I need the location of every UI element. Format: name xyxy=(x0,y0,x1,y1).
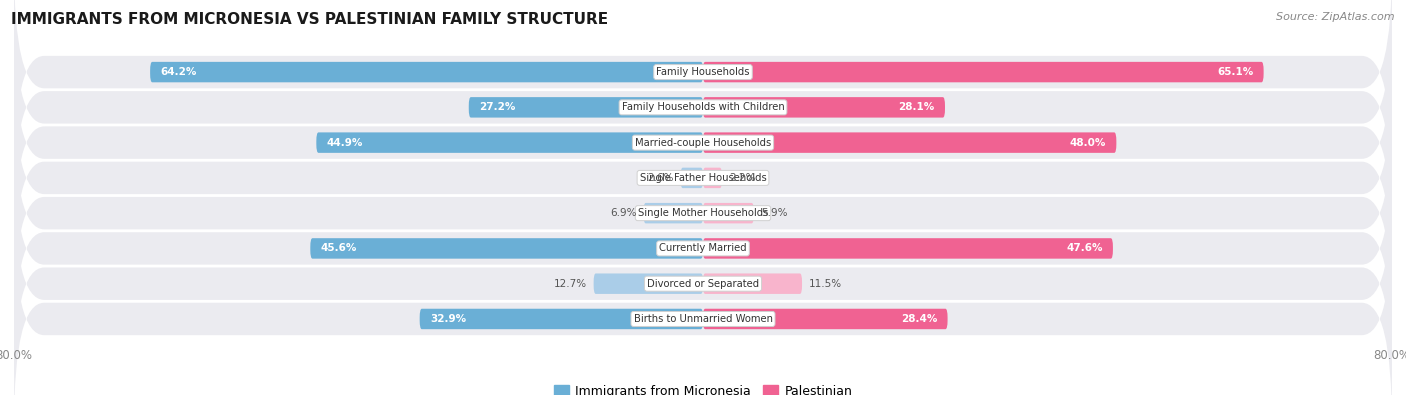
FancyBboxPatch shape xyxy=(703,273,801,294)
FancyBboxPatch shape xyxy=(14,0,1392,179)
FancyBboxPatch shape xyxy=(14,0,1392,214)
Text: 2.6%: 2.6% xyxy=(647,173,673,183)
FancyBboxPatch shape xyxy=(14,141,1392,356)
FancyBboxPatch shape xyxy=(150,62,703,82)
Text: 44.9%: 44.9% xyxy=(326,137,363,148)
Text: Divorced or Separated: Divorced or Separated xyxy=(647,279,759,289)
Text: 64.2%: 64.2% xyxy=(160,67,197,77)
Text: 27.2%: 27.2% xyxy=(479,102,516,112)
Legend: Immigrants from Micronesia, Palestinian: Immigrants from Micronesia, Palestinian xyxy=(548,380,858,395)
FancyBboxPatch shape xyxy=(14,106,1392,320)
FancyBboxPatch shape xyxy=(14,71,1392,285)
Text: 65.1%: 65.1% xyxy=(1218,67,1253,77)
FancyBboxPatch shape xyxy=(593,273,703,294)
Text: Currently Married: Currently Married xyxy=(659,243,747,254)
Text: 5.9%: 5.9% xyxy=(761,208,787,218)
FancyBboxPatch shape xyxy=(703,203,754,224)
Text: 2.2%: 2.2% xyxy=(728,173,755,183)
Text: Family Households: Family Households xyxy=(657,67,749,77)
FancyBboxPatch shape xyxy=(14,177,1392,391)
Text: Family Households with Children: Family Households with Children xyxy=(621,102,785,112)
FancyBboxPatch shape xyxy=(703,309,948,329)
Text: 6.9%: 6.9% xyxy=(610,208,637,218)
FancyBboxPatch shape xyxy=(703,132,1116,153)
Text: 12.7%: 12.7% xyxy=(554,279,586,289)
FancyBboxPatch shape xyxy=(14,212,1392,395)
Text: Married-couple Households: Married-couple Households xyxy=(636,137,770,148)
FancyBboxPatch shape xyxy=(703,238,1114,259)
Text: 32.9%: 32.9% xyxy=(430,314,467,324)
Text: 45.6%: 45.6% xyxy=(321,243,357,254)
FancyBboxPatch shape xyxy=(14,36,1392,250)
FancyBboxPatch shape xyxy=(316,132,703,153)
Text: 11.5%: 11.5% xyxy=(808,279,842,289)
Text: Single Mother Households: Single Mother Households xyxy=(638,208,768,218)
Text: Source: ZipAtlas.com: Source: ZipAtlas.com xyxy=(1277,12,1395,22)
Text: 47.6%: 47.6% xyxy=(1066,243,1102,254)
FancyBboxPatch shape xyxy=(311,238,703,259)
FancyBboxPatch shape xyxy=(468,97,703,118)
FancyBboxPatch shape xyxy=(703,167,721,188)
FancyBboxPatch shape xyxy=(681,167,703,188)
Text: Births to Unmarried Women: Births to Unmarried Women xyxy=(634,314,772,324)
Text: 28.1%: 28.1% xyxy=(898,102,935,112)
FancyBboxPatch shape xyxy=(644,203,703,224)
Text: IMMIGRANTS FROM MICRONESIA VS PALESTINIAN FAMILY STRUCTURE: IMMIGRANTS FROM MICRONESIA VS PALESTINIA… xyxy=(11,12,609,27)
FancyBboxPatch shape xyxy=(703,62,1264,82)
Text: Single Father Households: Single Father Households xyxy=(640,173,766,183)
Text: 48.0%: 48.0% xyxy=(1070,137,1107,148)
FancyBboxPatch shape xyxy=(703,97,945,118)
FancyBboxPatch shape xyxy=(419,309,703,329)
Text: 28.4%: 28.4% xyxy=(901,314,938,324)
